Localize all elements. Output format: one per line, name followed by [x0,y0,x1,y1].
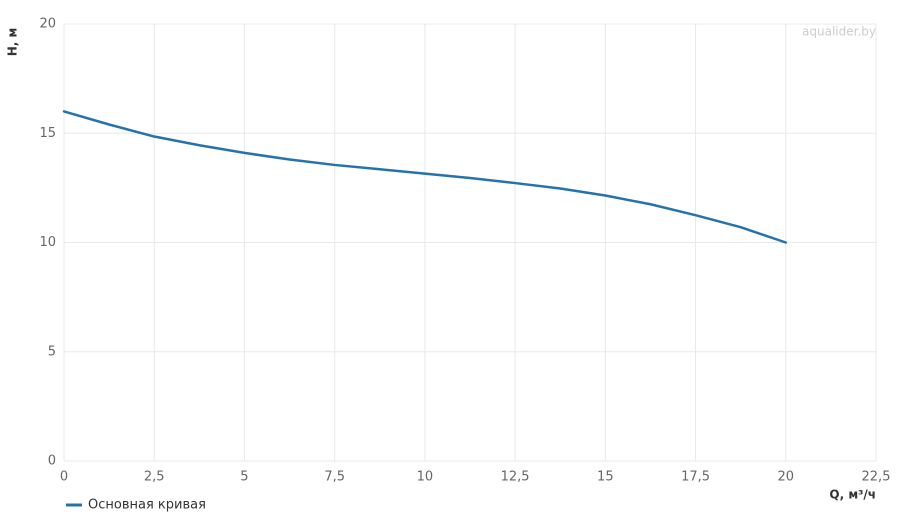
x-tick-label: 12,5 [501,470,530,485]
y-tick-label: 20 [39,17,56,32]
x-tick-label: 22,5 [862,470,891,485]
watermark: aqualider.by [802,25,876,39]
y-tick-label: 15 [39,126,56,141]
legend-label: Основная кривая [88,498,206,513]
x-tick-label: 10 [417,470,434,485]
x-tick-label: 15 [597,470,614,485]
y-tick-label: 10 [39,235,56,250]
x-tick-label: 7,5 [324,470,345,485]
x-tick-label: 0 [60,470,68,485]
x-axis-label: Q, м³/ч [829,488,876,502]
x-tick-label: 2,5 [144,470,165,485]
x-tick-label: 17,5 [681,470,710,485]
y-tick-label: 0 [48,454,56,469]
y-tick-label: 5 [48,344,56,359]
x-tick-label: 20 [778,470,795,485]
x-tick-label: 5 [240,470,248,485]
y-axis-label: H, м [6,28,20,57]
line-series [62,110,788,244]
